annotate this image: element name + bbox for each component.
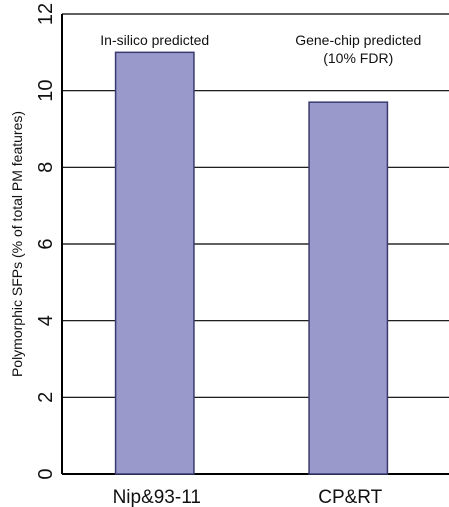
y-tick-label: 12 — [35, 3, 57, 25]
category-label: Nip&93-11 — [113, 487, 201, 507]
y-tick-label: 0 — [35, 468, 57, 479]
category-label: CP&RT — [318, 487, 382, 507]
y-tick-label: 8 — [35, 162, 57, 173]
y-tick-labels: 0 2 4 6 8 10 12 — [35, 3, 57, 480]
y-tick-label: 2 — [35, 392, 57, 403]
y-tick-label: 4 — [35, 315, 57, 326]
category-labels: Nip&93-11 CP&RT — [113, 487, 383, 507]
y-tick-label: 6 — [35, 238, 57, 249]
bar-annotation: In-silico predicted — [100, 32, 209, 48]
bar — [308, 101, 389, 475]
y-axis-label: Polymorphic SFPs (% of total PM features… — [9, 111, 25, 377]
bar-annotation: Gene-chip predicted (10% FDR) — [295, 32, 421, 66]
y-tick-label: 10 — [35, 80, 57, 102]
bars — [114, 51, 389, 475]
bar — [114, 51, 195, 475]
bar-annotations: In-silico predicted Gene-chip predicted (1… — [100, 32, 421, 66]
